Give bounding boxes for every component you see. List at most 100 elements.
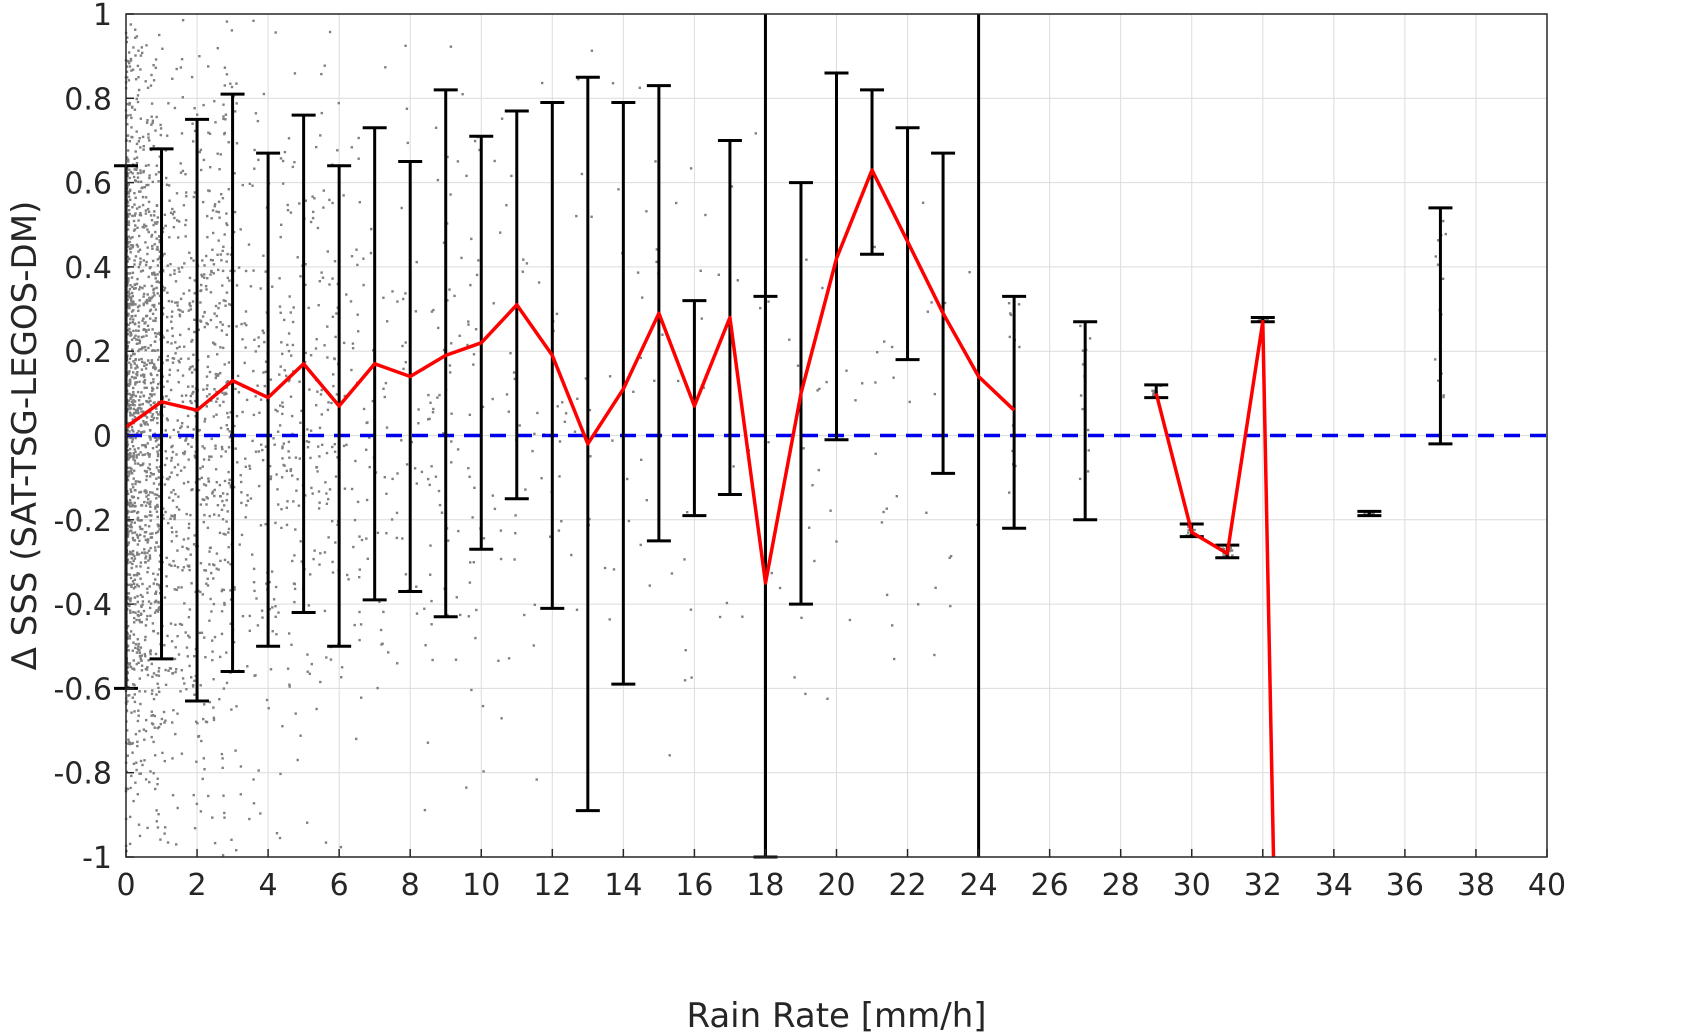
scatter-point bbox=[134, 78, 138, 81]
scatter-point bbox=[450, 342, 453, 345]
scatter-point bbox=[183, 450, 187, 453]
scatter-point bbox=[216, 504, 220, 507]
scatter-point bbox=[385, 492, 388, 495]
scatter-point bbox=[216, 353, 219, 356]
scatter-point bbox=[207, 355, 210, 358]
scatter-point bbox=[138, 480, 142, 484]
scatter-point bbox=[248, 817, 251, 821]
scatter-point bbox=[154, 754, 157, 757]
scatter-point bbox=[286, 343, 289, 347]
scatter-point bbox=[145, 334, 148, 337]
scatter-point bbox=[145, 718, 148, 722]
scatter-point bbox=[176, 463, 180, 466]
scatter-point bbox=[573, 430, 577, 433]
scatter-point bbox=[225, 651, 228, 654]
scatter-point bbox=[132, 683, 135, 686]
scatter-point bbox=[156, 452, 160, 456]
scatter-point bbox=[135, 35, 139, 38]
scatter-point bbox=[136, 719, 140, 723]
scatter-point bbox=[754, 132, 757, 135]
scatter-point bbox=[146, 423, 149, 426]
scatter-point bbox=[178, 345, 181, 349]
scatter-point bbox=[202, 520, 205, 524]
scatter-point bbox=[140, 504, 143, 507]
scatter-point bbox=[126, 298, 130, 301]
scatter-point bbox=[244, 346, 247, 349]
scatter-point bbox=[317, 507, 321, 510]
scatter-point bbox=[835, 540, 838, 543]
scatter-point bbox=[192, 428, 195, 431]
scatter-point bbox=[142, 410, 145, 413]
scatter-point bbox=[128, 452, 132, 455]
scatter-point bbox=[183, 602, 186, 605]
scatter-point bbox=[147, 453, 150, 456]
scatter-point bbox=[639, 543, 642, 547]
scatter-point bbox=[158, 470, 161, 473]
scatter-point bbox=[228, 303, 231, 306]
scatter-point bbox=[129, 247, 133, 250]
scatter-point bbox=[211, 650, 214, 653]
scatter-point bbox=[148, 780, 151, 784]
scatter-point bbox=[318, 280, 321, 283]
scatter-point bbox=[134, 585, 137, 589]
scatter-point bbox=[200, 273, 203, 277]
scatter-point bbox=[434, 126, 438, 129]
scatter-point bbox=[162, 507, 165, 510]
scatter-point bbox=[473, 486, 476, 489]
scatter-point bbox=[558, 440, 562, 443]
scatter-point bbox=[151, 349, 154, 352]
scatter-point bbox=[179, 309, 182, 312]
scatter-point bbox=[228, 430, 231, 433]
scatter-point bbox=[949, 555, 953, 558]
scatter-point bbox=[1434, 255, 1437, 258]
scatter-point bbox=[293, 600, 296, 604]
scatter-point bbox=[133, 352, 136, 356]
scatter-point bbox=[262, 254, 265, 257]
scatter-point bbox=[212, 602, 216, 606]
scatter-point bbox=[127, 533, 130, 536]
scatter-point bbox=[933, 392, 936, 396]
scatter-point bbox=[155, 286, 158, 290]
scatter-point bbox=[152, 697, 156, 701]
scatter-point bbox=[153, 600, 157, 604]
scatter-point bbox=[638, 86, 641, 89]
scatter-point bbox=[230, 708, 233, 711]
scatter-point bbox=[138, 491, 141, 494]
scatter-point bbox=[499, 557, 503, 561]
scatter-point bbox=[313, 197, 316, 200]
scatter-point bbox=[199, 467, 202, 470]
scatter-point bbox=[482, 770, 485, 773]
scatter-point bbox=[171, 757, 174, 760]
scatter-point bbox=[135, 97, 138, 101]
scatter-point bbox=[169, 211, 173, 214]
scatter-point bbox=[510, 174, 513, 178]
scatter-point bbox=[158, 294, 162, 298]
scatter-point bbox=[166, 419, 169, 422]
scatter-point bbox=[481, 405, 485, 409]
scatter-point bbox=[171, 721, 174, 724]
scatter-point bbox=[315, 404, 318, 407]
scatter-point bbox=[310, 662, 313, 666]
scatter-point bbox=[136, 176, 140, 179]
scatter-point bbox=[175, 534, 178, 538]
scatter-point bbox=[334, 475, 338, 478]
scatter-point bbox=[276, 410, 279, 413]
scatter-point bbox=[133, 263, 136, 266]
scatter-point bbox=[152, 380, 155, 384]
scatter-point bbox=[203, 498, 206, 502]
scatter-point bbox=[808, 526, 811, 529]
scatter-point bbox=[288, 683, 291, 686]
scatter-point bbox=[173, 515, 176, 518]
scatter-point bbox=[311, 195, 314, 198]
scatter-point bbox=[129, 284, 132, 287]
scatter-point bbox=[133, 596, 137, 599]
scatter-point bbox=[129, 404, 132, 407]
scatter-point bbox=[184, 219, 188, 222]
scatter-point bbox=[206, 214, 209, 218]
scatter-point bbox=[151, 689, 154, 692]
scatter-point bbox=[138, 299, 141, 302]
scatter-point bbox=[191, 365, 194, 368]
scatter-point bbox=[140, 46, 143, 49]
scatter-point bbox=[208, 393, 211, 396]
scatter-point bbox=[206, 236, 209, 239]
